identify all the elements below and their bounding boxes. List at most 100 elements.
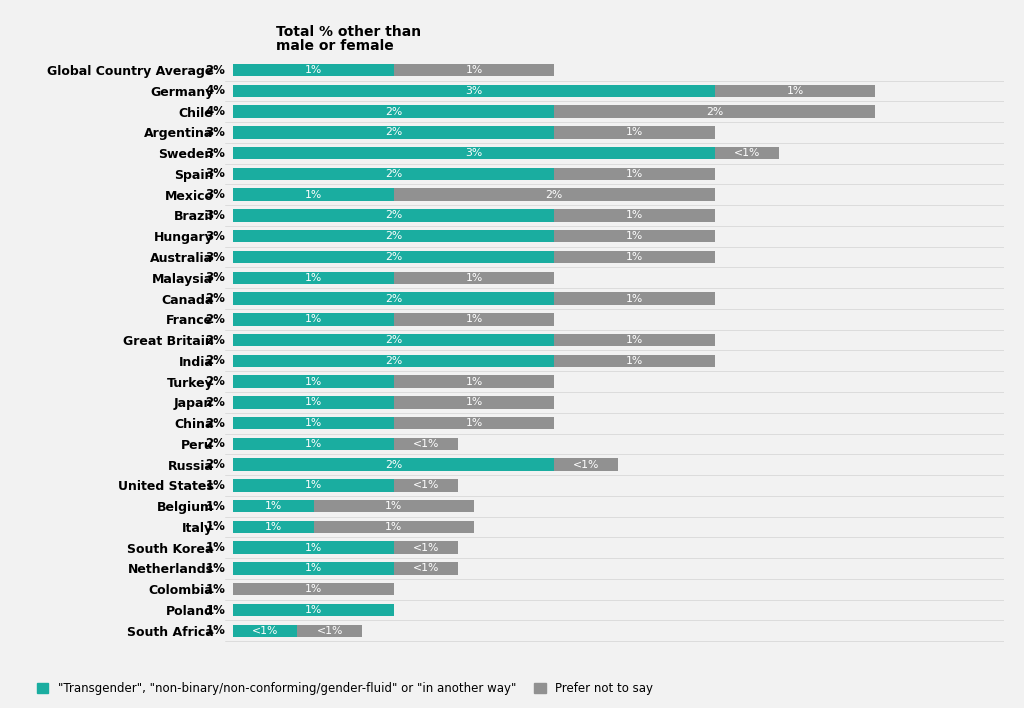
Bar bbox=[233, 375, 394, 388]
Text: 3%: 3% bbox=[206, 209, 225, 222]
Bar bbox=[233, 272, 394, 284]
Bar bbox=[233, 313, 394, 326]
Bar bbox=[554, 355, 715, 367]
Text: 2%: 2% bbox=[206, 292, 225, 305]
Text: 1%: 1% bbox=[465, 418, 482, 428]
Bar bbox=[394, 188, 715, 201]
Bar bbox=[233, 520, 313, 533]
Text: 3%: 3% bbox=[206, 168, 225, 181]
Text: 1%: 1% bbox=[206, 479, 225, 492]
Bar bbox=[233, 479, 394, 491]
Bar bbox=[233, 459, 554, 471]
Text: 2%: 2% bbox=[206, 313, 225, 326]
Text: <1%: <1% bbox=[413, 543, 439, 553]
Text: 2%: 2% bbox=[385, 459, 402, 469]
Text: 4%: 4% bbox=[205, 105, 225, 118]
Bar bbox=[233, 251, 554, 263]
Text: <1%: <1% bbox=[413, 481, 439, 491]
Text: 1%: 1% bbox=[206, 541, 225, 554]
Bar bbox=[554, 459, 618, 471]
Text: 2%: 2% bbox=[206, 458, 225, 471]
Bar bbox=[233, 64, 394, 76]
Text: 2%: 2% bbox=[385, 356, 402, 366]
Bar bbox=[233, 210, 554, 222]
Text: 1%: 1% bbox=[626, 356, 643, 366]
Text: 1%: 1% bbox=[626, 294, 643, 304]
Text: 1%: 1% bbox=[265, 522, 282, 532]
Text: 1%: 1% bbox=[465, 314, 482, 324]
Text: 1%: 1% bbox=[305, 397, 323, 407]
Text: 3%: 3% bbox=[206, 188, 225, 201]
Bar bbox=[233, 188, 394, 201]
Text: 1%: 1% bbox=[626, 232, 643, 241]
Text: 3%: 3% bbox=[206, 251, 225, 263]
Bar bbox=[233, 292, 554, 304]
Text: 2%: 2% bbox=[546, 190, 563, 200]
Text: 1%: 1% bbox=[305, 605, 323, 615]
Text: 3%: 3% bbox=[206, 271, 225, 285]
Text: 1%: 1% bbox=[305, 418, 323, 428]
Text: 1%: 1% bbox=[206, 520, 225, 533]
Text: 2%: 2% bbox=[707, 107, 723, 117]
Text: 3%: 3% bbox=[465, 86, 482, 96]
Bar bbox=[233, 334, 554, 346]
Bar bbox=[554, 168, 715, 181]
Bar bbox=[233, 583, 394, 595]
Bar bbox=[233, 500, 313, 513]
Bar bbox=[233, 126, 554, 139]
Text: <1%: <1% bbox=[252, 626, 279, 636]
Bar bbox=[233, 168, 554, 181]
Bar bbox=[394, 313, 554, 326]
Text: 2%: 2% bbox=[206, 438, 225, 450]
Text: 1%: 1% bbox=[305, 65, 323, 75]
Bar bbox=[394, 542, 458, 554]
Bar bbox=[313, 500, 474, 513]
Bar bbox=[715, 85, 876, 97]
Text: 1%: 1% bbox=[626, 127, 643, 137]
Bar bbox=[394, 479, 458, 491]
Text: 1%: 1% bbox=[206, 624, 225, 637]
Text: 2%: 2% bbox=[385, 252, 402, 262]
Text: Total % other than: Total % other than bbox=[276, 25, 422, 39]
Bar bbox=[394, 64, 554, 76]
Text: 1%: 1% bbox=[385, 501, 402, 511]
Bar bbox=[554, 292, 715, 304]
Text: 1%: 1% bbox=[305, 190, 323, 200]
Text: 1%: 1% bbox=[206, 500, 225, 513]
Bar bbox=[554, 251, 715, 263]
Text: 1%: 1% bbox=[206, 603, 225, 617]
Bar bbox=[554, 105, 876, 118]
Text: 1%: 1% bbox=[465, 65, 482, 75]
Text: 3%: 3% bbox=[206, 230, 225, 243]
Bar bbox=[554, 126, 715, 139]
Bar bbox=[233, 147, 715, 159]
Text: 1%: 1% bbox=[626, 252, 643, 262]
Text: 1%: 1% bbox=[305, 564, 323, 573]
Bar bbox=[394, 562, 458, 575]
Text: 1%: 1% bbox=[305, 377, 323, 387]
Bar bbox=[233, 604, 394, 616]
Bar bbox=[298, 624, 361, 637]
Bar bbox=[554, 334, 715, 346]
Text: male or female: male or female bbox=[276, 39, 394, 53]
Bar bbox=[313, 520, 474, 533]
Bar bbox=[715, 147, 779, 159]
Bar bbox=[394, 417, 554, 429]
Text: 2%: 2% bbox=[206, 333, 225, 347]
Text: 2%: 2% bbox=[206, 396, 225, 409]
Bar bbox=[233, 230, 554, 242]
Text: 3%: 3% bbox=[206, 126, 225, 139]
Text: 2%: 2% bbox=[385, 169, 402, 179]
Text: 1%: 1% bbox=[206, 562, 225, 575]
Bar bbox=[554, 210, 715, 222]
Text: 1%: 1% bbox=[206, 583, 225, 595]
Text: 1%: 1% bbox=[385, 522, 402, 532]
Bar bbox=[233, 438, 394, 450]
Text: <1%: <1% bbox=[413, 564, 439, 573]
Text: 1%: 1% bbox=[305, 314, 323, 324]
Text: 1%: 1% bbox=[626, 335, 643, 345]
Text: 1%: 1% bbox=[305, 481, 323, 491]
Text: <1%: <1% bbox=[413, 439, 439, 449]
Bar bbox=[233, 542, 394, 554]
Text: 2%: 2% bbox=[206, 64, 225, 76]
